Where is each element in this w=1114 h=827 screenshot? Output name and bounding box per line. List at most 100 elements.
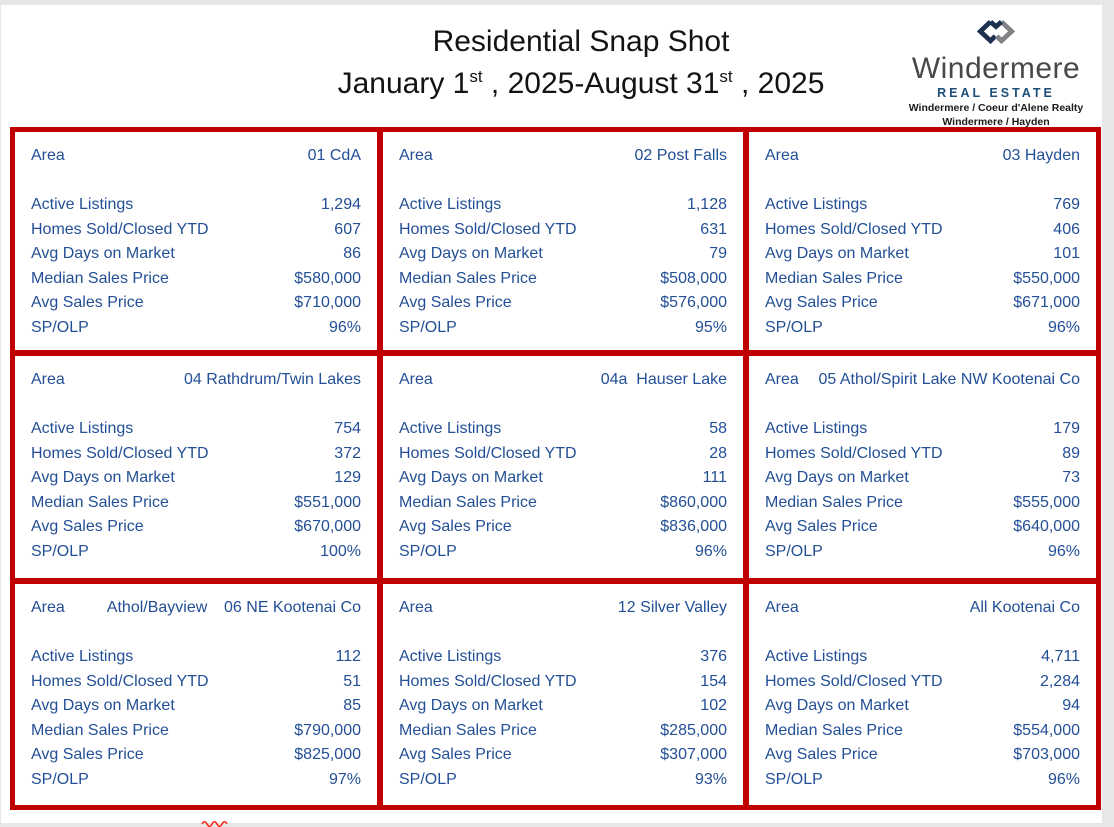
stat-row: Homes Sold/Closed YTD 154 <box>399 670 727 695</box>
stat-label: Avg Sales Price <box>31 294 144 312</box>
area-name: 04a Hauser Lake <box>600 371 727 388</box>
stats-list: Active Listings 769 Homes Sold/Closed YTD… <box>765 193 1080 341</box>
stat-value: $790,000 <box>294 721 361 739</box>
stat-label: Median Sales Price <box>765 269 903 287</box>
stat-row: SP/OLP 95% <box>399 316 727 341</box>
area-label: Area <box>765 371 799 388</box>
stat-label: Homes Sold/Closed YTD <box>399 444 577 462</box>
stat-value: 89 <box>1062 444 1080 462</box>
stat-row: Homes Sold/Closed YTD 89 <box>765 442 1080 467</box>
stat-value: $671,000 <box>1013 294 1080 312</box>
red-squiggle-mark <box>201 820 228 827</box>
stat-label: Avg Days on Market <box>31 697 175 715</box>
stat-label: Avg Sales Price <box>31 746 144 764</box>
stat-label: Median Sales Price <box>399 269 537 287</box>
stat-row: Avg Sales Price $671,000 <box>765 291 1080 316</box>
stat-value: $825,000 <box>294 746 361 764</box>
stat-label: Active Listings <box>31 648 134 665</box>
stat-row: Median Sales Price $551,000 <box>31 491 361 516</box>
stat-label: Homes Sold/Closed YTD <box>31 220 209 238</box>
stat-row: Median Sales Price $550,000 <box>765 267 1080 292</box>
area-stats-grid: Area 01 CdA Active Listings 1,294 Homes S… <box>10 127 1101 810</box>
stat-label: Active Listings <box>765 196 868 213</box>
brand-tagline: REAL ESTATE <box>937 86 1055 100</box>
stat-label: Homes Sold/Closed YTD <box>399 220 577 238</box>
stat-label: Avg Days on Market <box>31 245 175 263</box>
stat-row: Active Listings 112 <box>31 645 361 670</box>
area-name: 06 NE Kootenai Co <box>224 599 361 616</box>
stat-row: Avg Sales Price $825,000 <box>31 743 361 768</box>
stat-row: SP/OLP 93% <box>399 768 727 793</box>
stat-label: Homes Sold/Closed YTD <box>765 444 943 462</box>
stat-label: Avg Days on Market <box>399 469 543 487</box>
stat-row: Active Listings 4,711 <box>765 645 1080 670</box>
stat-row: Avg Sales Price $836,000 <box>399 515 727 540</box>
stat-label: Active Listings <box>31 196 134 213</box>
stat-label: Homes Sold/Closed YTD <box>765 672 943 690</box>
stat-value: 97% <box>328 770 361 788</box>
area-label: Area <box>399 371 433 388</box>
stat-label: Homes Sold/Closed YTD <box>31 672 209 690</box>
area-label: Area <box>765 599 799 616</box>
area-panel-05-athol-spirit-lake: Area 05 Athol/Spirit Lake NW Kootenai Co… <box>746 353 1099 581</box>
stat-row: SP/OLP 96% <box>765 768 1080 793</box>
area-name: 12 Silver Valley <box>617 599 727 616</box>
stat-row: Active Listings 1,294 <box>31 193 361 218</box>
stat-value: 607 <box>334 220 361 238</box>
area-header: Area 05 Athol/Spirit Lake NW Kootenai Co <box>765 368 1080 392</box>
stat-label: Homes Sold/Closed YTD <box>399 672 577 690</box>
stat-label: Median Sales Price <box>31 721 169 739</box>
stat-value: $554,000 <box>1013 721 1080 739</box>
stat-value: 96% <box>1047 542 1080 560</box>
stat-value: $670,000 <box>294 518 361 536</box>
area-panel-03-hayden: Area 03 Hayden Active Listings 769 Homes … <box>746 129 1099 353</box>
stat-row: Avg Days on Market 101 <box>765 242 1080 267</box>
stat-row: Active Listings 754 <box>31 417 361 442</box>
stat-value: 372 <box>334 444 361 462</box>
stat-row: Avg Days on Market 73 <box>765 466 1080 491</box>
area-header: Area Athol/Bayview 06 NE Kootenai Co <box>31 596 361 620</box>
stat-value: 754 <box>334 420 361 437</box>
stat-value: $703,000 <box>1013 746 1080 764</box>
stat-label: Active Listings <box>765 648 868 665</box>
stat-value: 111 <box>702 469 727 487</box>
stat-label: SP/OLP <box>765 318 823 336</box>
area-label: Area <box>31 371 65 388</box>
stat-row: Homes Sold/Closed YTD 372 <box>31 442 361 467</box>
stat-label: Avg Days on Market <box>765 245 909 263</box>
stat-label: Avg Days on Market <box>399 245 543 263</box>
stat-value: $860,000 <box>660 493 727 511</box>
stat-value: 85 <box>343 697 361 715</box>
stat-value: $710,000 <box>294 294 361 312</box>
area-label: Area <box>765 147 799 164</box>
stat-row: Active Listings 376 <box>399 645 727 670</box>
stat-row: Active Listings 769 <box>765 193 1080 218</box>
stat-label: Active Listings <box>31 420 134 437</box>
stats-list: Active Listings 112 Homes Sold/Closed YTD… <box>31 645 361 793</box>
stat-label: Avg Sales Price <box>399 518 512 536</box>
stat-row: SP/OLP 96% <box>399 540 727 565</box>
stat-row: Avg Days on Market 86 <box>31 242 361 267</box>
area-label: Area <box>399 147 433 164</box>
stat-row: Median Sales Price $860,000 <box>399 491 727 516</box>
stat-value: 51 <box>343 672 361 690</box>
stat-value: 93% <box>694 770 727 788</box>
stat-label: Median Sales Price <box>765 493 903 511</box>
stat-row: Avg Days on Market 85 <box>31 694 361 719</box>
stat-value: 112 <box>335 648 361 665</box>
brand-office-line2: Windermere / Hayden <box>942 116 1050 128</box>
stat-row: Median Sales Price $790,000 <box>31 719 361 744</box>
stats-list: Active Listings 179 Homes Sold/Closed YTD… <box>765 417 1080 565</box>
stat-value: $550,000 <box>1013 269 1080 287</box>
stat-label: Avg Sales Price <box>31 518 144 536</box>
stat-row: Avg Days on Market 111 <box>399 466 727 491</box>
stat-row: Avg Sales Price $640,000 <box>765 515 1080 540</box>
stat-label: SP/OLP <box>31 542 89 560</box>
report-date-range: January 1st , 2025-August 31st , 2025 <box>301 63 861 105</box>
area-panel-12-silver-valley: Area 12 Silver Valley Active Listings 376… <box>380 581 746 808</box>
stat-value: $836,000 <box>660 518 727 536</box>
date-part: , 2025-August 31 <box>482 67 720 100</box>
stat-row: Avg Days on Market 102 <box>399 694 727 719</box>
stat-value: 1,128 <box>686 196 727 213</box>
area-name: 04 Rathdrum/Twin Lakes <box>184 371 361 388</box>
